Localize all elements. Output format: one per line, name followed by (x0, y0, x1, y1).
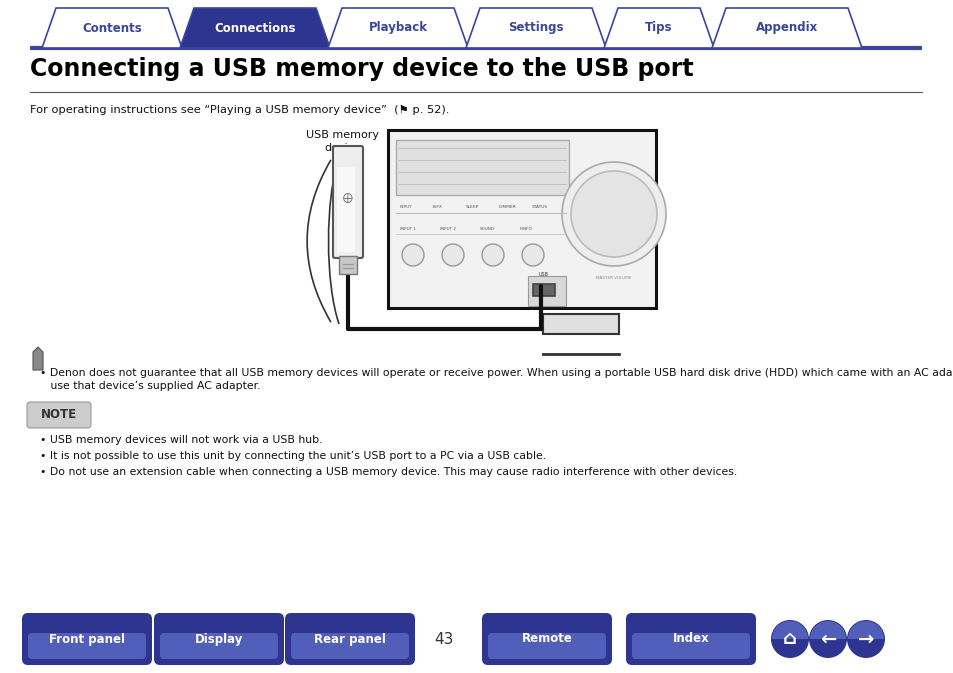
Polygon shape (33, 347, 43, 370)
Text: ⨁: ⨁ (343, 193, 353, 203)
FancyBboxPatch shape (542, 314, 618, 334)
Polygon shape (711, 8, 862, 48)
Text: ←: ← (819, 629, 836, 649)
Polygon shape (42, 8, 182, 48)
Ellipse shape (571, 171, 657, 257)
FancyBboxPatch shape (285, 613, 415, 665)
FancyBboxPatch shape (388, 130, 656, 308)
Text: STATUS: STATUS (532, 205, 548, 209)
Text: Playback: Playback (368, 22, 427, 34)
FancyBboxPatch shape (153, 613, 284, 665)
Text: ⌂: ⌂ (782, 629, 796, 649)
Text: Display: Display (194, 633, 243, 645)
Text: INPUT 1: INPUT 1 (399, 227, 416, 231)
Circle shape (441, 244, 463, 266)
FancyBboxPatch shape (481, 613, 612, 665)
Circle shape (521, 244, 543, 266)
FancyBboxPatch shape (488, 633, 605, 659)
FancyBboxPatch shape (291, 633, 409, 659)
FancyBboxPatch shape (533, 284, 555, 296)
Text: Appendix: Appendix (755, 22, 818, 34)
Text: INPUT 2: INPUT 2 (439, 227, 456, 231)
Text: Rear panel: Rear panel (314, 633, 386, 645)
Text: B.FX: B.FX (433, 205, 442, 209)
Text: • It is not possible to use this unit by connecting the unit’s USB port to a PC : • It is not possible to use this unit by… (40, 451, 545, 461)
FancyBboxPatch shape (395, 140, 568, 195)
Ellipse shape (561, 162, 665, 266)
Text: F.INFO: F.INFO (519, 227, 532, 231)
Text: For operating instructions see “Playing a USB memory device”  (⚑ p. 52).: For operating instructions see “Playing … (30, 105, 449, 115)
Wedge shape (847, 621, 883, 639)
FancyBboxPatch shape (625, 613, 755, 665)
Circle shape (808, 620, 846, 658)
FancyBboxPatch shape (631, 633, 749, 659)
FancyBboxPatch shape (28, 633, 146, 659)
Polygon shape (603, 8, 713, 48)
FancyBboxPatch shape (27, 402, 91, 428)
Text: Index: Index (672, 633, 709, 645)
Polygon shape (328, 8, 468, 48)
FancyBboxPatch shape (338, 256, 356, 274)
Circle shape (481, 244, 503, 266)
Circle shape (846, 620, 884, 658)
Text: USB: USB (538, 272, 548, 277)
Text: DIMMER: DIMMER (498, 205, 517, 209)
FancyBboxPatch shape (333, 146, 363, 258)
Text: • USB memory devices will not work via a USB hub.: • USB memory devices will not work via a… (40, 435, 322, 445)
Text: Connecting a USB memory device to the USB port: Connecting a USB memory device to the US… (30, 57, 693, 81)
Text: • Denon does not guarantee that all USB memory devices will operate or receive p: • Denon does not guarantee that all USB … (40, 368, 953, 378)
FancyBboxPatch shape (22, 613, 152, 665)
Text: device: device (324, 143, 361, 153)
Text: NOTE: NOTE (41, 409, 77, 421)
Polygon shape (465, 8, 605, 48)
FancyBboxPatch shape (160, 633, 277, 659)
Circle shape (770, 620, 808, 658)
Text: SOUND: SOUND (479, 227, 495, 231)
FancyBboxPatch shape (527, 276, 565, 306)
Text: 43: 43 (434, 631, 454, 647)
Text: →: → (857, 629, 873, 649)
Wedge shape (809, 621, 845, 639)
Text: • Do not use an extension cable when connecting a USB memory device. This may ca: • Do not use an extension cable when con… (40, 467, 737, 477)
Wedge shape (771, 621, 807, 639)
Text: Remote: Remote (521, 633, 572, 645)
Text: Settings: Settings (508, 22, 563, 34)
FancyBboxPatch shape (336, 167, 355, 252)
Text: USB memory: USB memory (306, 130, 379, 140)
Circle shape (401, 244, 423, 266)
Text: MASTER VOLUME: MASTER VOLUME (596, 276, 631, 280)
Text: INPUT: INPUT (399, 205, 413, 209)
Text: Contents: Contents (82, 22, 142, 34)
Text: use that device’s supplied AC adapter.: use that device’s supplied AC adapter. (40, 381, 260, 391)
Text: Connections: Connections (214, 22, 295, 34)
Polygon shape (180, 8, 330, 48)
Text: Front panel: Front panel (49, 633, 125, 645)
Text: SLEEP: SLEEP (465, 205, 478, 209)
Text: Tips: Tips (644, 22, 672, 34)
